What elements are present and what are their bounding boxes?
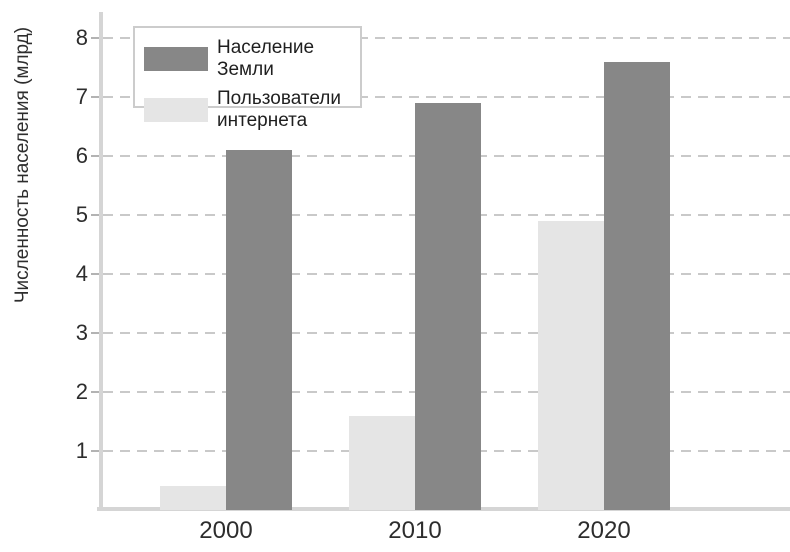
bar-earth-population-2020 xyxy=(604,62,670,510)
legend-label-internet-users: Пользователи интернета xyxy=(217,88,342,131)
y-axis-title: Численность населения (млрд) xyxy=(12,26,33,304)
legend-swatch-internet-users xyxy=(144,98,208,122)
y-tick-mark-5 xyxy=(91,214,99,216)
legend-item-internet-users: Пользователи интернета xyxy=(144,88,360,132)
x-tick-label-2020: 2020 xyxy=(577,517,631,544)
y-tick-mark-8 xyxy=(91,37,99,39)
y-tick-label-3: 3 xyxy=(75,320,88,345)
y-tick-mark-2 xyxy=(91,391,99,393)
y-tick-label-1: 1 xyxy=(75,438,88,463)
legend-item-earth-population: Население Земли xyxy=(144,37,360,81)
bar-earth-population-2010 xyxy=(415,103,481,510)
bar-internet-users-2000 xyxy=(160,486,226,510)
y-tick-mark-4 xyxy=(91,273,99,275)
x-tick-label-2010: 2010 xyxy=(388,517,442,544)
gridline-7 xyxy=(103,96,790,98)
y-tick-mark-3 xyxy=(91,332,99,334)
bar-internet-users-2020 xyxy=(538,221,604,510)
bar-earth-population-2000 xyxy=(226,150,292,510)
legend-swatch-earth-population xyxy=(144,47,208,71)
y-tick-label-2: 2 xyxy=(75,379,88,404)
bar-internet-users-2010 xyxy=(349,416,415,510)
y-axis-line xyxy=(99,12,103,511)
legend: Население Земли Пользователи интернета xyxy=(133,26,362,131)
y-tick-label-7: 7 xyxy=(75,84,88,109)
x-tick-label-2000: 2000 xyxy=(199,517,253,544)
legend-label-earth-population: Население Земли xyxy=(217,37,315,80)
gridline-8 xyxy=(103,37,790,39)
y-tick-mark-1 xyxy=(91,450,99,452)
y-tick-label-6: 6 xyxy=(75,143,88,168)
y-tick-label-5: 5 xyxy=(75,202,88,227)
y-tick-label-4: 4 xyxy=(75,261,88,286)
y-tick-mark-6 xyxy=(91,155,99,157)
y-tick-mark-7 xyxy=(91,96,99,98)
y-tick-label-8: 8 xyxy=(75,25,88,50)
